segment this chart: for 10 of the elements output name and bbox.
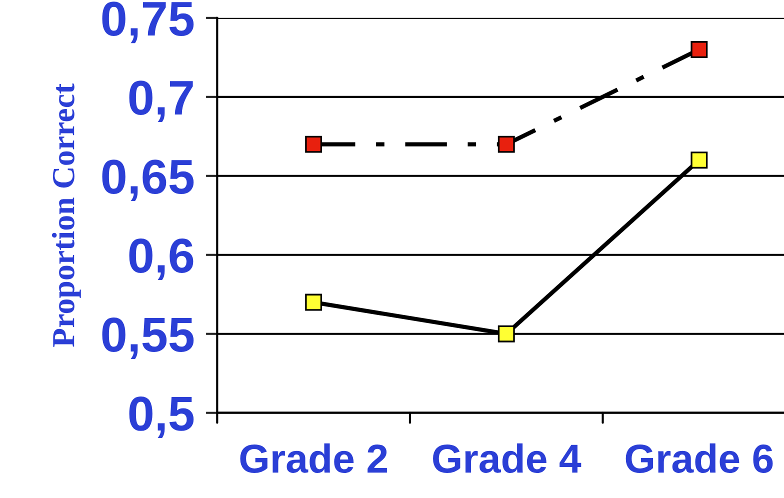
y-axis-title: Proportion Correct (52, 83, 81, 347)
y-tick-label: 0,5 (129, 396, 194, 438)
y-tick-label: 0,55 (102, 318, 194, 359)
x-tick-label: Grade 6 (626, 443, 773, 473)
x-tick-label: Grade 2 (240, 443, 387, 473)
y-tick-label: 0,7 (129, 80, 193, 122)
y-tick-label: 0,65 (102, 160, 194, 202)
y-tick-label: 0,75 (102, 2, 194, 44)
x-tick-label: Grade 4 (433, 443, 582, 473)
y-tick-label: 0,6 (129, 238, 194, 280)
